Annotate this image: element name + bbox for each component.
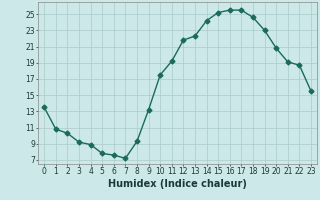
X-axis label: Humidex (Indice chaleur): Humidex (Indice chaleur) <box>108 179 247 189</box>
